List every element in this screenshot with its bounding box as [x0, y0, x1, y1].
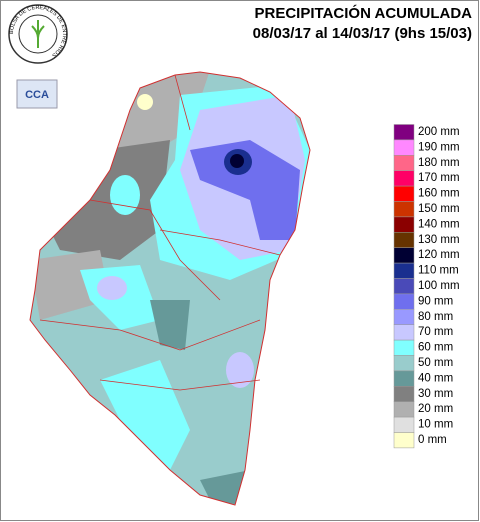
legend-swatch [393, 370, 415, 387]
legend-label: 70 mm [418, 326, 453, 338]
legend-label: 40 mm [418, 372, 453, 384]
legend-swatch [393, 432, 415, 449]
legend-swatch [393, 309, 415, 325]
legend-label: 80 mm [418, 311, 453, 323]
legend-swatch [393, 293, 415, 310]
legend-swatch [393, 386, 415, 402]
legend-label: 180 mm [418, 157, 460, 169]
legend-swatch [393, 216, 415, 233]
legend-label: 100 mm [418, 280, 460, 292]
subtitle: 08/03/17 al 14/03/17 (9hs 15/03) [253, 25, 472, 42]
legend-label: 50 mm [418, 357, 453, 369]
legend-label: 90 mm [418, 295, 453, 307]
legend-swatch [393, 124, 415, 141]
legend-swatch [393, 139, 415, 156]
legend-swatch [393, 232, 415, 248]
legend-label: 120 mm [418, 249, 460, 261]
legend-swatch [393, 155, 415, 171]
legend-label: 170 mm [418, 172, 460, 184]
legend: 200 mm 190 mm 180 mm 170 mm 160 mm 150 mm 140 … [393, 124, 460, 449]
legend-label: 110 mm [418, 265, 459, 277]
legend-label: 190 mm [418, 141, 460, 153]
legend-swatch [393, 339, 415, 356]
legend-swatch [393, 401, 415, 418]
legend-label: 30 mm [418, 388, 453, 400]
legend-swatch [393, 324, 415, 341]
legend-label: 200 mm [418, 126, 460, 138]
legend-swatch [393, 247, 415, 264]
legend-label: 0 mm [418, 434, 447, 446]
legend-label: 60 mm [418, 342, 453, 354]
legend-swatch [393, 355, 415, 372]
legend-label: 150 mm [418, 203, 460, 215]
title: PRECIPITACIÓN ACUMULADA [255, 4, 473, 22]
legend-swatch [393, 278, 415, 295]
legend-label: 160 mm [418, 188, 460, 200]
logo: BOLSA DE CEREALES DE ENTRE RIOS CCA [8, 4, 68, 109]
logo-badge: CCA [25, 89, 49, 101]
legend-swatch [393, 201, 415, 218]
legend-label: 20 mm [418, 403, 453, 415]
legend-swatch [393, 185, 415, 202]
legend-swatch [393, 262, 415, 279]
legend-label: 10 mm [418, 419, 453, 431]
legend-swatch [393, 416, 415, 433]
legend-swatch [393, 170, 415, 187]
legend-label: 140 mm [418, 218, 460, 230]
legend-label: 130 mm [418, 234, 460, 246]
